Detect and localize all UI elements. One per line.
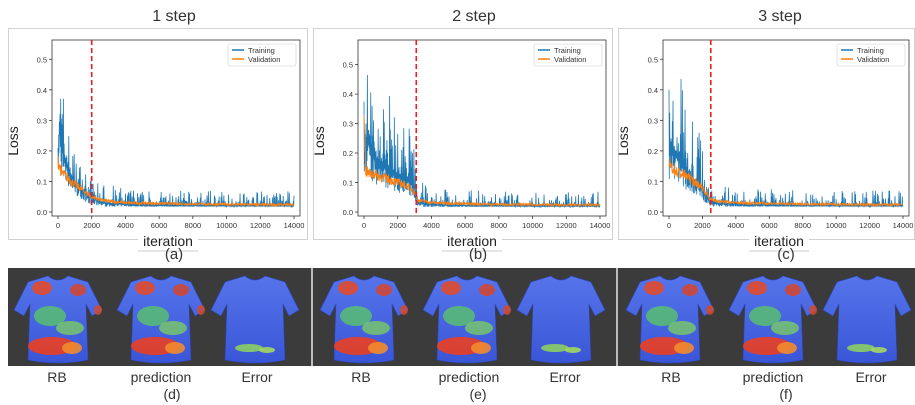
y-tick-label: 0.1 (37, 177, 47, 186)
x-tick-label: 2000 (83, 221, 100, 230)
series-training-line (363, 75, 601, 209)
x-tick-label: 8000 (185, 221, 202, 230)
x-tick-label: 6000 (457, 221, 474, 230)
x-tick-label: 4000 (423, 221, 440, 230)
render-strip-e (313, 268, 616, 366)
chart-sublabel-b: (b) (468, 246, 488, 263)
render-sublabel-d: (d) (163, 386, 181, 402)
plot-series-group (363, 75, 601, 209)
render-label-rb-1: RB (47, 369, 67, 385)
x-tick-label: 12000 (859, 221, 880, 230)
y-tick-label: 0.4 (37, 86, 47, 95)
render-label-error-3: Error (855, 369, 887, 385)
render-label-prediction-3: prediction (742, 369, 804, 385)
y-axis-label: Loss (5, 126, 21, 156)
render-sublabel-e: (e) (469, 386, 487, 402)
y-tick-label: 0.3 (343, 120, 353, 129)
chart-panel-2: 0.0 0.1 0.2 0.3 0.4 0.5 0 2000 4000 6000 8000 10000… (311, 28, 613, 252)
render-strip-f (618, 268, 915, 366)
render-label-rb-3: RB (661, 369, 681, 385)
x-tick-label: 14000 (893, 221, 914, 230)
render-label-rb-2: RB (351, 369, 371, 385)
x-tick-label: 12000 (250, 221, 271, 230)
series-validation-line (668, 158, 904, 208)
x-tick-label: 10000 (216, 221, 237, 230)
plot-series-group (668, 78, 904, 209)
y-axis-label: Loss (311, 126, 327, 156)
x-axis-label: iteration (447, 233, 497, 249)
x-axis-label: iteration (143, 233, 193, 249)
x-tick-label: 8000 (491, 221, 508, 230)
legend-box (533, 43, 603, 67)
legend-label-training: Training (857, 46, 884, 55)
x-tick-label: 6000 (761, 221, 778, 230)
x-tick-label: 8000 (794, 221, 811, 230)
y-tick-label: 0.1 (648, 177, 658, 186)
plot-series-group (57, 98, 295, 209)
chart-title-3: 3 step (758, 8, 802, 25)
x-tick-label: 14000 (284, 221, 305, 230)
loss-charts: 0.0 0.1 0.2 0.3 0.4 0.5 0 2000 4000 6000 8000 10000… (5, 28, 915, 252)
x-tick-label: 2000 (389, 221, 406, 230)
legend-box (836, 43, 906, 67)
render-label-error-2: Error (549, 369, 581, 385)
y-tick-label: 0.5 (37, 55, 47, 64)
y-tick-label: 0.4 (648, 86, 658, 95)
plot-area (51, 39, 301, 217)
legend-box (227, 43, 297, 67)
series-training-line (57, 98, 295, 209)
y-tick-label: 0.2 (648, 147, 658, 156)
y-tick-label: 0.0 (37, 208, 47, 217)
legend-label-training: Training (554, 46, 581, 55)
render-divider-2 (616, 268, 618, 366)
plot-area (357, 39, 607, 217)
y-tick-label: 0.2 (37, 147, 47, 156)
x-tick-label: 4000 (117, 221, 134, 230)
y-tick-label: 0.4 (343, 90, 353, 99)
x-tick-label: 12000 (556, 221, 577, 230)
x-tick-label: 0 (56, 221, 60, 230)
render-label-prediction-2: prediction (438, 369, 500, 385)
y-tick-label: 0.0 (343, 208, 353, 217)
chart-title-1: 1 step (152, 8, 196, 25)
x-tick-label: 6000 (151, 221, 168, 230)
x-tick-label: 10000 (826, 221, 847, 230)
series-validation-line (57, 156, 295, 208)
x-axis-label-bg (442, 233, 502, 248)
y-tick-label: 0.3 (648, 116, 658, 125)
y-tick-label: 0.5 (343, 61, 353, 70)
chart-sublabel-a: (a) (164, 246, 184, 263)
x-tick-label: 4000 (728, 221, 745, 230)
chart-sublabel-c: (c) (777, 246, 795, 263)
series-validation-line (363, 114, 601, 208)
render-sublabel-f: (f) (779, 386, 793, 402)
x-tick-label: 0 (362, 221, 366, 230)
y-tick-label: 0.3 (37, 116, 47, 125)
chart-panel-1: 0.0 0.1 0.2 0.3 0.4 0.5 0 2000 4000 6000 8000 10000… (5, 28, 308, 252)
y-tick-label: 0.2 (343, 149, 353, 158)
x-axis-label-bg (749, 233, 809, 248)
render-label-error-1: Error (241, 369, 273, 385)
render-divider-1 (311, 268, 313, 366)
render-label-prediction-1: prediction (130, 369, 192, 385)
x-tick-label: 10000 (522, 221, 543, 230)
x-tick-label: 14000 (590, 221, 611, 230)
x-tick-label: 2000 (694, 221, 711, 230)
y-tick-label: 0.5 (648, 55, 658, 64)
y-axis-label: Loss (615, 126, 631, 156)
legend-label-training: Training (248, 46, 275, 55)
y-tick-label: 0.1 (343, 179, 353, 188)
chart-title-2: 2 step (452, 8, 496, 25)
legend-label-validation: Validation (554, 55, 586, 64)
x-tick-label: 0 (667, 221, 671, 230)
x-axis-label-bg (138, 233, 198, 248)
x-axis-label: iteration (754, 233, 804, 249)
legend-label-validation: Validation (857, 55, 889, 64)
render-strip-d (8, 268, 311, 366)
legend-label-validation: Validation (248, 55, 280, 64)
y-tick-label: 0.0 (648, 208, 658, 217)
chart-panel-3: 0.0 0.1 0.2 0.3 0.4 0.5 0 2000 4000 6000 8000 10000… (615, 28, 915, 252)
